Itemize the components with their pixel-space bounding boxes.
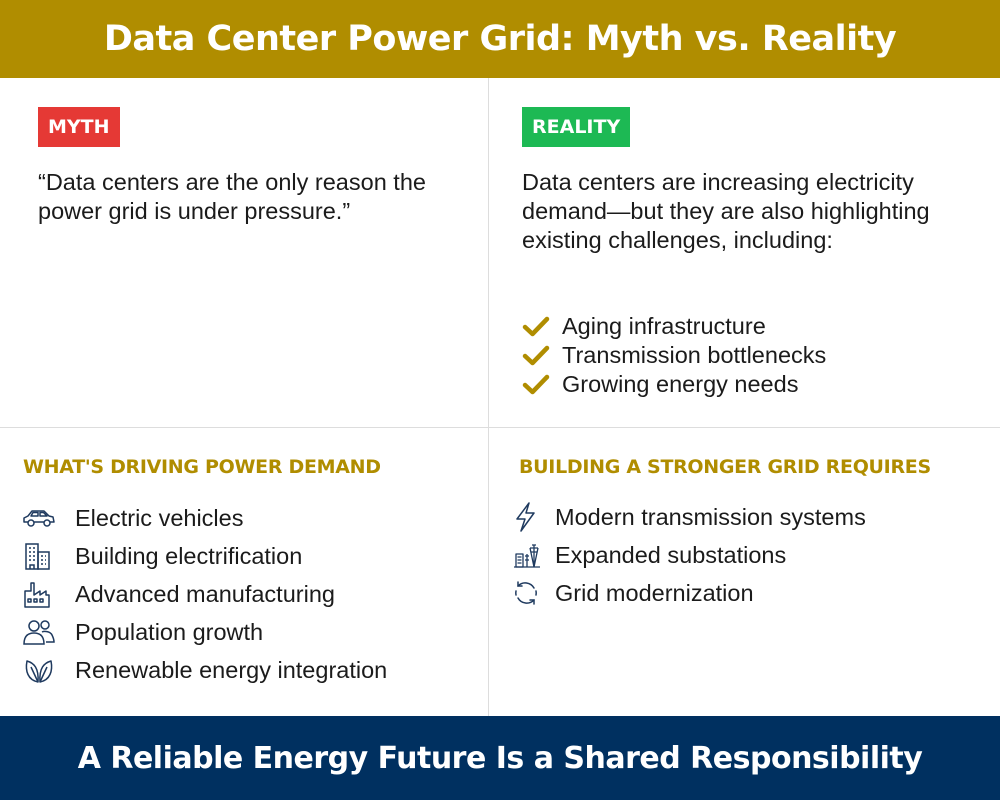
list-item: Aging infrastructure — [522, 312, 826, 341]
list-item-label: Population growth — [75, 618, 264, 645]
drivers-list: Electric vehicles Building electrificati… — [22, 499, 387, 689]
check-icon — [522, 373, 562, 397]
leaf-icon — [22, 651, 75, 689]
list-item: Modern transmission systems — [512, 498, 866, 536]
refresh-icon — [512, 574, 555, 612]
list-item: Population growth — [22, 613, 387, 651]
myth-quote: “Data centers are the only reason the po… — [38, 169, 426, 224]
people-icon — [22, 613, 75, 651]
page-header: Data Center Power Grid: Myth vs. Reality — [0, 0, 1000, 78]
list-item: Advanced manufacturing — [22, 575, 387, 613]
list-item-label: Grid modernization — [555, 579, 754, 606]
check-icon — [522, 315, 562, 339]
list-item: Building electrification — [22, 537, 387, 575]
reality-badge: REALITY — [522, 107, 631, 147]
drivers-title: WHAT'S DRIVING POWER DEMAND — [23, 456, 381, 478]
reality-text: Data centers are increasing electricity … — [522, 169, 930, 253]
list-item-label: Aging infrastructure — [562, 313, 766, 339]
list-item-label: Renewable energy integration — [75, 656, 388, 683]
page-title: Data Center Power Grid: Myth vs. Reality — [103, 19, 897, 59]
list-item: Expanded substations — [512, 536, 866, 574]
substation-icon — [512, 536, 555, 574]
building-icon — [22, 537, 75, 575]
list-item: Renewable energy integration — [22, 651, 387, 689]
list-item: Growing energy needs — [522, 370, 826, 399]
list-item-label: Building electrification — [75, 542, 303, 569]
list-item-label: Modern transmission systems — [555, 503, 866, 530]
list-item-label: Electric vehicles — [75, 504, 244, 531]
car-icon — [22, 499, 75, 537]
requires-title: BUILDING A STRONGER GRID REQUIRES — [519, 456, 931, 478]
footer-text: A Reliable Energy Future Is a Shared Res… — [77, 740, 923, 776]
reality-checklist: Aging infrastructure Transmission bottle… — [522, 312, 826, 399]
list-item-label: Transmission bottlenecks — [562, 342, 827, 368]
column-divider — [488, 78, 489, 716]
list-item-label: Expanded substations — [555, 541, 787, 568]
factory-icon — [22, 575, 75, 613]
myth-badge-label: MYTH — [48, 116, 110, 138]
myth-badge: MYTH — [38, 107, 120, 147]
list-item-label: Advanced manufacturing — [75, 580, 335, 607]
reality-badge-label: REALITY — [532, 116, 621, 138]
lightning-icon — [512, 498, 555, 536]
list-item-label: Growing energy needs — [562, 371, 799, 397]
requires-list: Modern transmission systems Expanded sub… — [512, 498, 866, 612]
list-item: Electric vehicles — [22, 499, 387, 537]
check-icon — [522, 344, 562, 368]
list-item: Transmission bottlenecks — [522, 341, 826, 370]
page-footer: A Reliable Energy Future Is a Shared Res… — [0, 716, 1000, 800]
list-item: Grid modernization — [512, 574, 866, 612]
row-divider — [0, 427, 1000, 428]
